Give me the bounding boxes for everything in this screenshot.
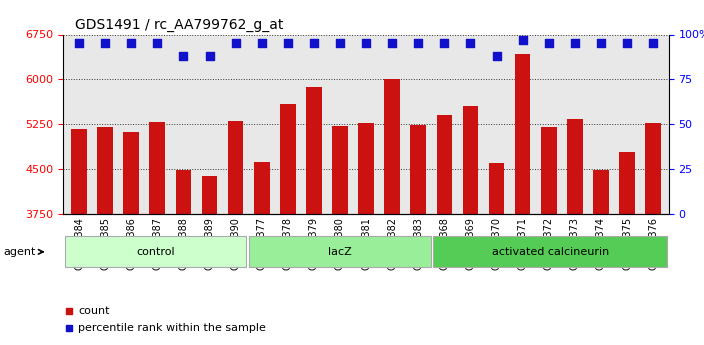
Text: percentile rank within the sample: percentile rank within the sample [79,323,266,333]
Bar [489,163,504,345]
Text: lacZ: lacZ [328,247,351,257]
Point [415,220,427,226]
Text: activated calcineurin: activated calcineurin [491,247,609,257]
Bar [593,170,609,345]
Point [151,41,163,46]
Point [622,41,633,46]
Point [517,37,528,43]
Bar [515,53,531,345]
Text: count: count [79,306,110,316]
Point [415,70,427,76]
Bar [306,87,322,345]
Point [386,41,398,46]
FancyBboxPatch shape [249,236,431,267]
Bar [410,125,426,345]
Bar [436,115,452,345]
Bar [280,104,296,345]
Bar [620,152,635,345]
Point [125,41,137,46]
Point [308,41,320,46]
Bar [123,132,139,345]
Bar [567,119,583,345]
Bar [97,127,113,345]
FancyBboxPatch shape [433,236,667,267]
Point [334,41,346,46]
Bar [332,126,348,345]
Text: GDS1491 / rc_AA799762_g_at: GDS1491 / rc_AA799762_g_at [75,18,284,32]
Point [282,41,294,46]
Point [204,53,215,59]
Point [360,41,372,46]
Point [543,41,554,46]
Bar [149,122,165,345]
Text: control: control [136,247,175,257]
Point [439,41,450,46]
Point [73,41,84,46]
Bar [228,121,244,345]
Bar [463,106,478,345]
Point [648,41,659,46]
Bar [384,79,400,345]
Bar [541,127,557,345]
Text: agent: agent [4,247,43,257]
Point [99,41,111,46]
Point [596,41,607,46]
Bar [646,123,661,345]
Point [491,53,502,59]
Point [178,53,189,59]
Bar [175,170,191,345]
Bar [201,176,218,345]
Bar [358,123,374,345]
Bar [254,162,270,345]
Point [413,41,424,46]
Point [570,41,581,46]
Bar [71,129,87,345]
FancyBboxPatch shape [65,236,246,267]
Point [465,41,476,46]
Point [256,41,268,46]
Point [230,41,241,46]
